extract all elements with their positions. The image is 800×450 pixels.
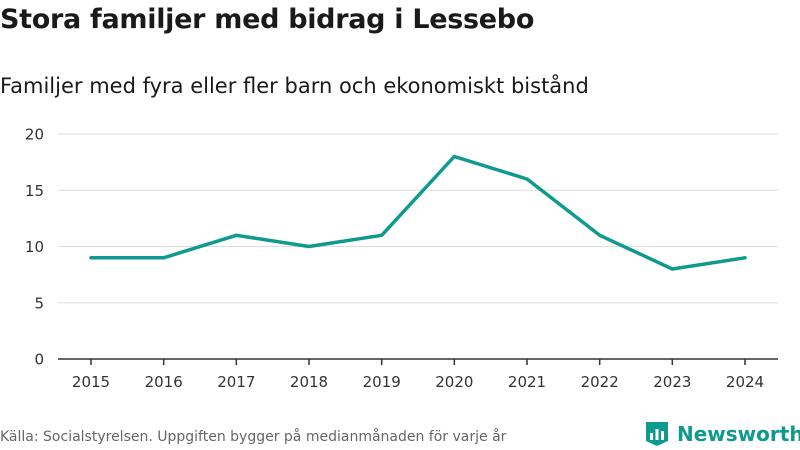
source-note: Källa: Socialstyrelsen. Uppgiften bygger… — [0, 429, 507, 445]
data-point-2019[interactable] — [380, 233, 384, 237]
y-tick-label: 10 — [25, 238, 44, 256]
chart-title: Stora familjer med bidrag i Lessebo — [0, 4, 535, 35]
x-tick-label: 2021 — [508, 373, 546, 391]
chart-subtitle: Familjer med fyra eller fler barn och ek… — [0, 74, 589, 98]
y-tick-label: 20 — [25, 126, 44, 144]
x-tick-label: 2019 — [363, 373, 401, 391]
data-point-2018[interactable] — [307, 245, 311, 248]
x-tick-label: 2020 — [435, 373, 473, 391]
newsworthy-logo-icon — [646, 422, 668, 446]
series-line-0 — [89, 154, 747, 271]
data-point-2021[interactable] — [525, 177, 529, 181]
x-tick-label: 2023 — [653, 373, 691, 391]
line-chart: 0 5 10 15 20 2015 2016 2017 2018 2019 2020 2021 202… — [25, 126, 778, 391]
brand-name: Newsworthy — [677, 422, 800, 446]
x-tick-label: 2015 — [72, 373, 110, 391]
data-point-2016[interactable] — [162, 256, 166, 260]
y-tick-label: 5 — [34, 294, 44, 312]
data-point-2017[interactable] — [234, 233, 238, 237]
x-tick-label: 2016 — [145, 373, 183, 391]
x-tick-label: 2017 — [217, 373, 255, 391]
series-layer — [89, 154, 747, 271]
y-axis-ticks: 0 5 10 15 20 — [25, 126, 44, 369]
data-point-2023[interactable] — [670, 267, 674, 271]
x-tick-label: 2024 — [726, 373, 764, 391]
brand-logo[interactable]: Newsworthy — [644, 420, 800, 448]
data-point-2024[interactable] — [743, 256, 747, 260]
x-tick-label: 2022 — [581, 373, 619, 391]
x-tick-label: 2018 — [290, 373, 328, 391]
y-tick-label: 15 — [25, 182, 44, 200]
y-tick-label: 0 — [34, 351, 44, 369]
data-point-2015[interactable] — [89, 256, 93, 260]
x-axis-ticks: 2015 2016 2017 2018 2019 2020 2021 2022 2023 2024 — [72, 359, 764, 391]
grid-lines — [58, 133, 778, 304]
data-point-2022[interactable] — [598, 233, 602, 237]
data-point-2020[interactable] — [452, 155, 456, 158]
